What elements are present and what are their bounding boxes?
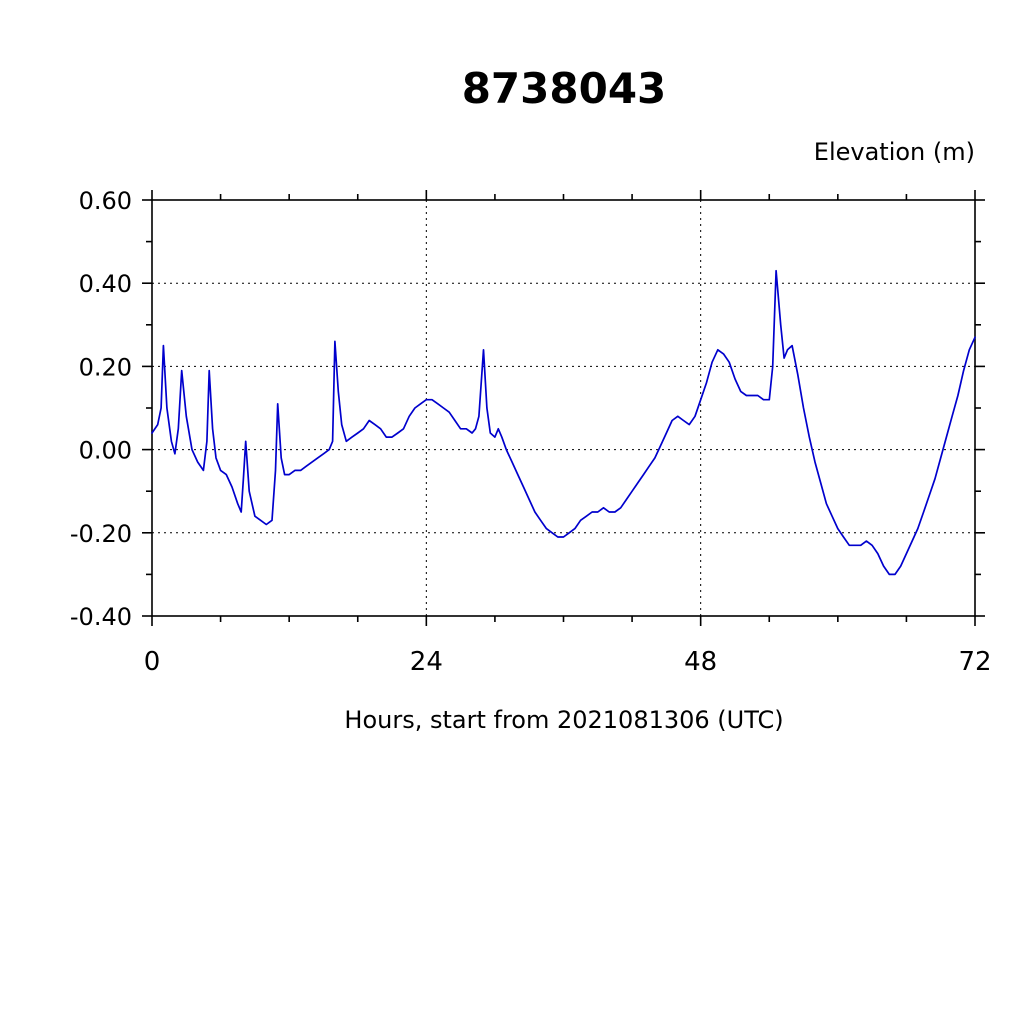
y-tick-label: 0.60	[79, 187, 132, 215]
x-axis-tick-labels: 0 24 48 72	[144, 647, 992, 677]
y-tick-label: -0.20	[70, 520, 132, 548]
chart-frame	[151, 199, 976, 617]
y-axis-title: Elevation (m)	[814, 138, 975, 166]
x-tick-label: 48	[684, 647, 717, 677]
y-tick-label: 0.00	[79, 437, 132, 465]
x-tick-label: 24	[410, 647, 443, 677]
y-axis-tick-labels: -0.40 -0.20 0.00 0.20 0.40 0.60	[70, 187, 132, 631]
series-elevation	[151, 269, 976, 576]
y-tick-label: 0.40	[79, 270, 132, 298]
x-tick-label: 72	[958, 647, 991, 677]
y-tick-label: -0.40	[70, 603, 132, 631]
elevation-line	[151, 269, 976, 576]
y-tick-label: 0.20	[79, 353, 132, 381]
x-axis-label: Hours, start from 2021081306 (UTC)	[344, 706, 783, 734]
chart-title: 8738043	[462, 64, 667, 113]
grid-lines	[152, 199, 975, 617]
axis-ticks	[142, 190, 985, 626]
x-tick-label: 0	[144, 647, 161, 677]
